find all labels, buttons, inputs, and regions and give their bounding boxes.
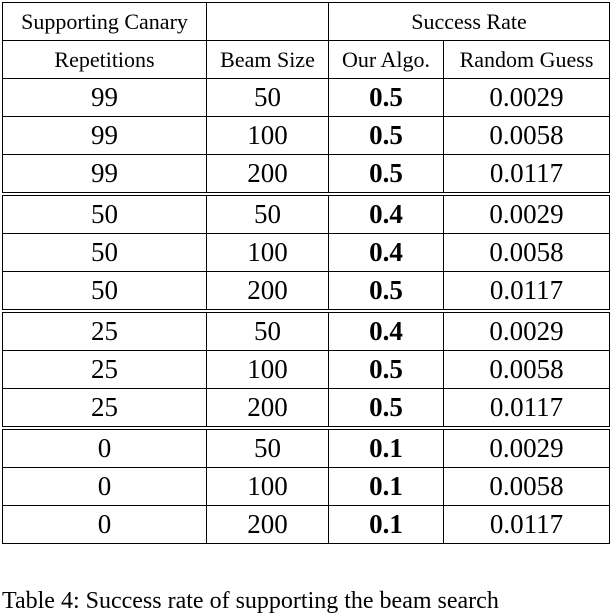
- cell-repetitions: 50: [2, 192, 207, 234]
- results-table: Supporting Canary Success Rate Repetitio…: [2, 2, 610, 544]
- cell-beam-size: 50: [206, 78, 329, 117]
- cell-repetitions: 99: [2, 78, 207, 117]
- cell-our-algo: 0.1: [328, 426, 444, 468]
- cell-repetitions: 99: [2, 116, 207, 155]
- table-caption: Table 4: Success rate of supporting the …: [2, 588, 499, 614]
- cell-random-guess: 0.0029: [443, 426, 610, 468]
- cell-our-algo: 0.4: [328, 309, 444, 351]
- cell-our-algo: 0.1: [328, 505, 444, 544]
- table-row: 50 200 0.5 0.0117: [2, 271, 610, 312]
- cell-repetitions: 0: [2, 505, 207, 544]
- cell-beam-size: 200: [206, 388, 329, 429]
- cell-random-guess: 0.0029: [443, 78, 610, 117]
- cell-our-algo: 0.4: [328, 192, 444, 234]
- cell-repetitions: 25: [2, 350, 207, 389]
- table-row: 99 200 0.5 0.0117: [2, 154, 610, 195]
- cell-repetitions: 25: [2, 388, 207, 429]
- table-row: 99 100 0.5 0.0058: [2, 116, 610, 155]
- header-row-2: Repetitions Beam Size Our Algo. Random G…: [2, 40, 610, 79]
- header-supporting-canary: Supporting Canary: [2, 2, 207, 41]
- header-repetitions: Repetitions: [2, 40, 207, 79]
- cell-beam-size: 200: [206, 505, 329, 544]
- cell-beam-size: 100: [206, 467, 329, 506]
- cell-our-algo: 0.5: [328, 350, 444, 389]
- cell-random-guess: 0.0029: [443, 192, 610, 234]
- cell-our-algo: 0.5: [328, 78, 444, 117]
- header-empty-cell: [206, 2, 329, 41]
- table-row: 99 50 0.5 0.0029: [2, 78, 610, 117]
- table-row: 50 100 0.4 0.0058: [2, 233, 610, 272]
- cell-repetitions: 50: [2, 271, 207, 312]
- header-random-guess: Random Guess: [443, 40, 610, 79]
- table-row: 25 200 0.5 0.0117: [2, 388, 610, 429]
- cell-random-guess: 0.0058: [443, 233, 610, 272]
- cell-beam-size: 100: [206, 116, 329, 155]
- cell-random-guess: 0.0117: [443, 271, 610, 312]
- header-success-rate: Success Rate: [328, 2, 610, 41]
- cell-our-algo: 0.5: [328, 154, 444, 195]
- cell-random-guess: 0.0058: [443, 350, 610, 389]
- table-row: 0 100 0.1 0.0058: [2, 467, 610, 506]
- cell-beam-size: 50: [206, 192, 329, 234]
- header-row-1: Supporting Canary Success Rate: [2, 2, 610, 41]
- table-row: 50 50 0.4 0.0029: [2, 192, 610, 234]
- header-beam-size: Beam Size: [206, 40, 329, 79]
- cell-beam-size: 50: [206, 426, 329, 468]
- table-body: 99 50 0.5 0.0029 99 100 0.5 0.0058 99 20…: [2, 78, 610, 544]
- table-row: 25 50 0.4 0.0029: [2, 309, 610, 351]
- cell-repetitions: 0: [2, 426, 207, 468]
- cell-repetitions: 25: [2, 309, 207, 351]
- cell-our-algo: 0.4: [328, 233, 444, 272]
- cell-random-guess: 0.0117: [443, 505, 610, 544]
- cell-repetitions: 0: [2, 467, 207, 506]
- header-our-algo: Our Algo.: [328, 40, 444, 79]
- cell-beam-size: 200: [206, 154, 329, 195]
- cell-repetitions: 99: [2, 154, 207, 195]
- table-row: 25 100 0.5 0.0058: [2, 350, 610, 389]
- cell-beam-size: 200: [206, 271, 329, 312]
- table-row: 0 200 0.1 0.0117: [2, 505, 610, 544]
- cell-repetitions: 50: [2, 233, 207, 272]
- cell-our-algo: 0.5: [328, 116, 444, 155]
- cell-random-guess: 0.0058: [443, 467, 610, 506]
- results-table-container: Supporting Canary Success Rate Repetitio…: [2, 2, 610, 544]
- table-row: 0 50 0.1 0.0029: [2, 426, 610, 468]
- cell-our-algo: 0.5: [328, 271, 444, 312]
- cell-our-algo: 0.5: [328, 388, 444, 429]
- cell-beam-size: 100: [206, 350, 329, 389]
- cell-random-guess: 0.0117: [443, 388, 610, 429]
- cell-beam-size: 50: [206, 309, 329, 351]
- cell-random-guess: 0.0029: [443, 309, 610, 351]
- cell-beam-size: 100: [206, 233, 329, 272]
- cell-random-guess: 0.0117: [443, 154, 610, 195]
- cell-random-guess: 0.0058: [443, 116, 610, 155]
- cell-our-algo: 0.1: [328, 467, 444, 506]
